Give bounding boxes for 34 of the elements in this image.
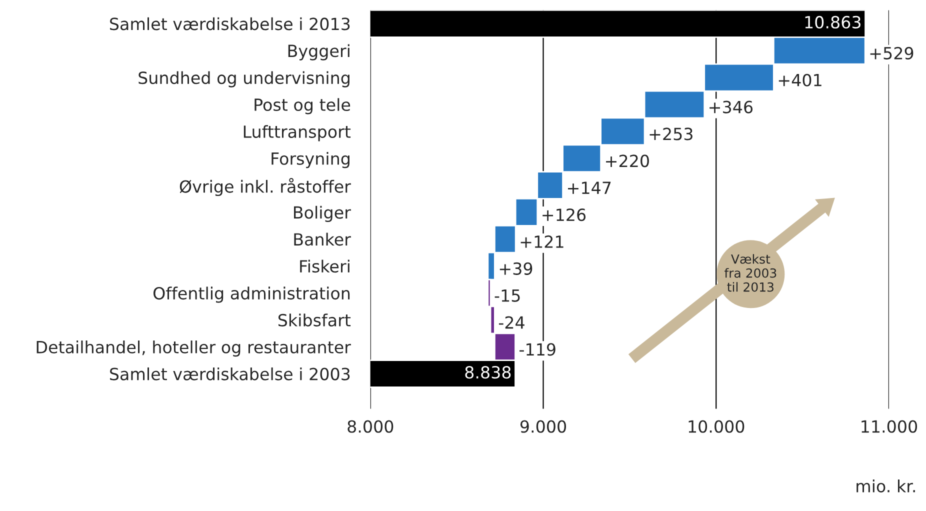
x-tick-label: 11.000 bbox=[862, 420, 918, 433]
y-tick-label: Fiskeri bbox=[300, 260, 350, 273]
data-label: +253 bbox=[650, 128, 692, 140]
data-label: +39 bbox=[500, 262, 532, 275]
annotation: Vækst fra 2003 til 2013 bbox=[724, 254, 776, 292]
y-tick-label: Øvrige inkl. råstoffer bbox=[180, 178, 351, 196]
y-tick-label: Post og tele bbox=[254, 98, 350, 114]
data-label: +220 bbox=[606, 154, 649, 168]
y-tick-label: Lufttransport bbox=[244, 125, 351, 142]
data-label: +401 bbox=[778, 74, 822, 86]
y-tick-label: Forsyning bbox=[272, 152, 350, 168]
y-tick-label: Skibsfart bbox=[278, 314, 351, 326]
y-tick-label: Sundhed og undervisning bbox=[138, 71, 350, 88]
y-tick-label: Detailhandel, hoteller og restauranter bbox=[36, 340, 351, 357]
data-label: +529 bbox=[870, 46, 914, 60]
data-label: -24 bbox=[498, 316, 524, 329]
y-tick-label: Banker bbox=[294, 232, 351, 246]
x-axis-title: mio. kr. bbox=[856, 480, 915, 492]
data-label: 10.863 bbox=[805, 16, 860, 29]
y-tick-label: Samlet værdiskabelse i 2003 bbox=[110, 367, 350, 380]
x-tick-label: 8.000 bbox=[348, 420, 394, 433]
y-tick-label: Samlet værdiskabelse i 2013 bbox=[110, 17, 350, 30]
data-label: +121 bbox=[520, 235, 564, 248]
data-label: +126 bbox=[542, 208, 586, 222]
x-tick-label: 10.000 bbox=[688, 420, 744, 433]
data-label: +346 bbox=[710, 100, 753, 114]
data-label: +147 bbox=[568, 182, 611, 194]
y-tick-label: Offentlig administration bbox=[153, 286, 350, 303]
y-tick-label: Byggeri bbox=[288, 44, 350, 60]
data-label: -15 bbox=[494, 289, 520, 302]
y-tick-label: Boliger bbox=[294, 206, 351, 222]
data-label: -119 bbox=[520, 343, 556, 356]
data-label: 8.838 bbox=[465, 366, 511, 379]
x-tick-label: 9.000 bbox=[520, 420, 566, 433]
